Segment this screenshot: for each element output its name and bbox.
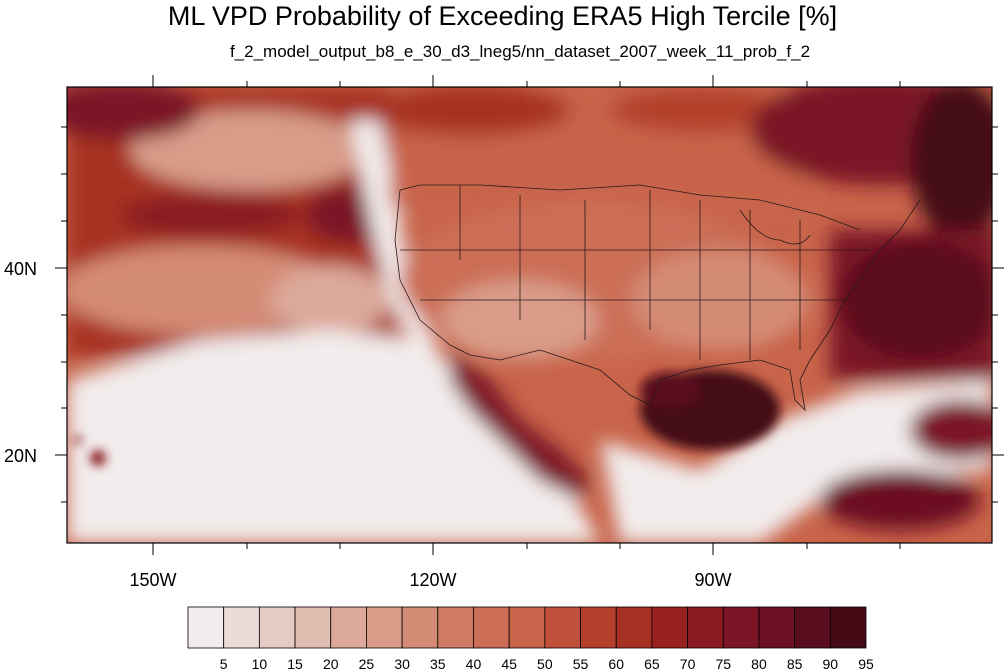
colorbar-tick-label: 35 <box>430 656 446 672</box>
colorbar-swatch <box>401 606 439 649</box>
colorbar-swatch <box>187 606 225 649</box>
colorbar-tick-label: 30 <box>394 656 410 672</box>
colorbar-tick-label: 50 <box>537 656 553 672</box>
colorbar: 5 10 15 20 25 30 35 40 45 50 55 60 65 70 75 80 85 90 95 <box>187 606 874 672</box>
colorbar-tick-label: 90 <box>823 656 839 672</box>
colorbar-tick-label: 10 <box>252 656 268 672</box>
colorbar-swatch <box>437 606 474 649</box>
lon-label-90w: 90W <box>694 570 731 590</box>
colorbar-swatch <box>473 606 510 649</box>
colorbar-tick-label: 20 <box>323 656 339 672</box>
colorbar-tick-label: 5 <box>220 656 228 672</box>
colorbar-swatch <box>258 606 296 649</box>
map-subtitle: f_2_model_output_b8_e_30_d3_lneg5/nn_dat… <box>229 42 811 61</box>
colorbar-swatch <box>544 606 581 649</box>
colorbar-tick-label: 75 <box>715 656 731 672</box>
colorbar-swatch <box>651 606 688 649</box>
colorbar-tick-label: 55 <box>573 656 589 672</box>
colorbar-tick-label: 70 <box>680 656 696 672</box>
colorbar-tick-label: 65 <box>644 656 660 672</box>
colorbar-swatch <box>223 606 260 649</box>
colorbar-swatch <box>366 606 403 649</box>
colorbar-tick-label: 95 <box>858 656 874 672</box>
colorbar-tick-label: 60 <box>608 656 624 672</box>
lon-label-120w: 120W <box>409 570 456 590</box>
colorbar-swatch <box>829 606 867 649</box>
colorbar-swatch <box>794 606 831 649</box>
colorbar-swatch <box>508 606 546 649</box>
coastlines <box>394 184 921 412</box>
map-field <box>67 87 992 543</box>
colorbar-tick-label: 45 <box>501 656 517 672</box>
lon-label-150w: 150W <box>129 570 176 590</box>
colorbar-tick-label: 40 <box>466 656 482 672</box>
colorbar-swatch <box>580 606 617 649</box>
colorbar-swatch <box>758 606 796 649</box>
colorbar-tick-label: 80 <box>751 656 767 672</box>
colorbar-swatch <box>294 606 332 649</box>
lat-label-20n: 20N <box>4 446 37 466</box>
colorbar-tick-label: 25 <box>359 656 375 672</box>
colorbar-swatch <box>615 606 653 649</box>
colorbar-tick-label: 15 <box>287 656 303 672</box>
colorbar-swatch <box>722 606 760 649</box>
colorbar-swatch <box>330 606 367 649</box>
lat-label-40n: 40N <box>4 259 37 279</box>
colorbar-tick-label: 85 <box>787 656 803 672</box>
map-title: ML VPD Probability of Exceeding ERA5 Hig… <box>167 1 838 31</box>
axis-ticks <box>55 75 1004 555</box>
colorbar-swatch <box>687 606 724 649</box>
